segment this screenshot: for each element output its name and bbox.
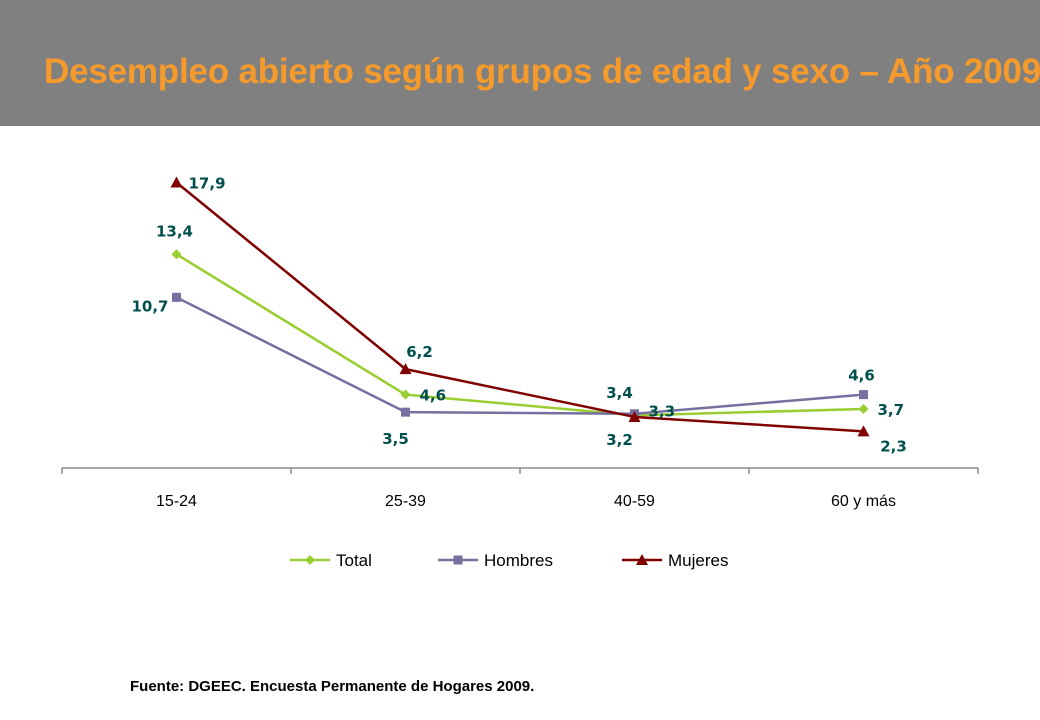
data-label-hombres: 3,4	[606, 384, 633, 402]
data-label-total: 4,6	[420, 387, 447, 405]
data-label-total: 3,3	[649, 402, 676, 420]
series-line-mujeres	[175, 181, 864, 433]
data-label-mujeres: 3,2	[606, 431, 633, 449]
data-label-hombres: 4,6	[848, 367, 875, 385]
data-point-hombres	[401, 407, 410, 417]
data-point-mujeres	[857, 425, 870, 437]
legend-marker-hombres	[453, 555, 463, 565]
data-point-mujeres	[399, 363, 412, 375]
x-tick-label: 15-24	[156, 493, 197, 510]
legend-label-mujeres: Mujeres	[668, 551, 728, 570]
legend-marker-mujeres	[636, 554, 648, 565]
data-point-total	[171, 249, 182, 260]
data-label-hombres: 3,5	[382, 430, 409, 448]
legend-marker-total	[305, 555, 315, 565]
data-point-total	[400, 389, 411, 400]
source-note: Fuente: DGEEC. Encuesta Permanente de Ho…	[130, 678, 535, 695]
data-label-total: 3,7	[878, 401, 905, 419]
x-tick-label: 60 y más	[831, 493, 896, 510]
data-label-mujeres: 6,2	[406, 343, 433, 361]
page-title: Desempleo abierto según grupos de edad y…	[44, 52, 1040, 91]
data-point-mujeres	[170, 176, 183, 188]
data-label-mujeres: 17,9	[189, 174, 226, 192]
data-point-hombres	[172, 292, 181, 302]
data-label-mujeres: 2,3	[880, 437, 907, 455]
data-label-hombres: 10,7	[131, 297, 168, 315]
series-line-total	[175, 253, 864, 417]
header-bar: Desempleo abierto según grupos de edad y…	[0, 0, 1040, 126]
legend-label-total: Total	[336, 551, 372, 570]
legend-label-hombres: Hombres	[484, 551, 553, 570]
data-point-total	[858, 403, 869, 414]
x-tick-label: 40-59	[614, 493, 655, 510]
series-line-hombres	[175, 296, 864, 416]
data-point-mujeres	[628, 410, 641, 422]
x-tick-label: 25-39	[385, 493, 426, 510]
data-point-hombres	[859, 390, 868, 400]
data-label-total: 13,4	[156, 222, 193, 240]
